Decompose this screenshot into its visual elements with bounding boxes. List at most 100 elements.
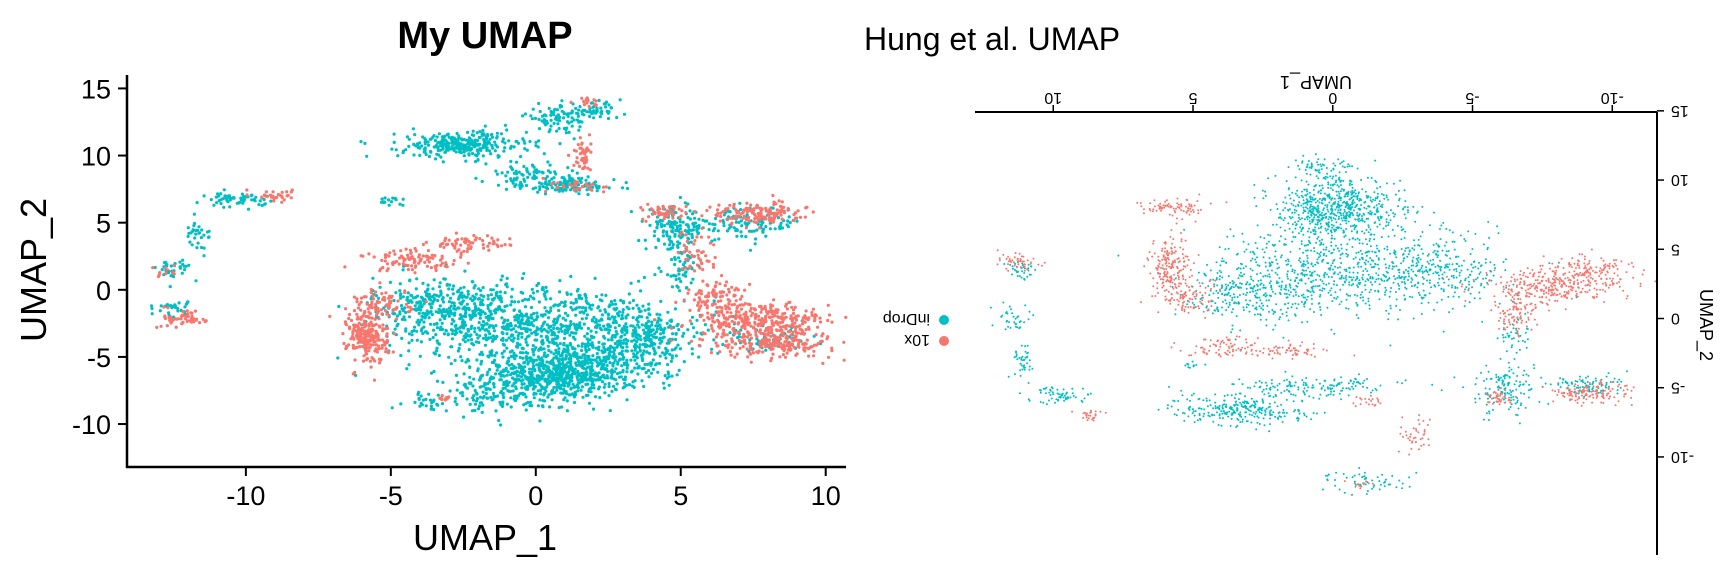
scatter-point: [692, 255, 696, 259]
scatter-point: [556, 303, 560, 308]
scatter-point: [458, 342, 462, 347]
scatter-point: [473, 306, 478, 310]
scatter-point: [459, 292, 463, 296]
scatter-point: [595, 364, 600, 368]
scatter-point: [522, 272, 526, 276]
scatter-point: [717, 203, 721, 207]
scatter-point: [668, 208, 673, 212]
scatter-point: [721, 218, 725, 223]
scatter-point: [558, 342, 562, 346]
scatter-point: [574, 331, 578, 335]
scatter-point: [456, 349, 460, 353]
scatter-point: [624, 181, 628, 185]
scatter-point: [160, 268, 164, 272]
scatter-point: [519, 290, 523, 294]
scatter-point: [511, 389, 515, 393]
scatter-point: [467, 381, 471, 385]
scatter-point: [540, 182, 544, 186]
scatter-point: [509, 396, 513, 400]
scatter-point: [474, 176, 478, 180]
scatter-point: [582, 103, 587, 107]
scatter-point: [168, 319, 172, 323]
scatter-point: [444, 314, 448, 318]
scatter-point: [414, 249, 418, 253]
scatter-point: [389, 301, 393, 305]
scatter-point: [775, 329, 779, 333]
scatter-point: [661, 206, 666, 210]
scatter-point: [431, 256, 435, 260]
scatter-point: [550, 182, 554, 186]
scatter-point: [678, 220, 682, 224]
scatter-point: [484, 328, 489, 332]
scatter-point: [482, 246, 486, 250]
scatter-point: [798, 215, 803, 219]
scatter-point: [482, 133, 486, 137]
scatter-point: [424, 240, 428, 244]
scatter-point: [257, 203, 261, 207]
scatter-point: [547, 348, 551, 353]
scatter-point: [419, 301, 423, 306]
scatter-point: [810, 345, 814, 349]
scatter-point: [570, 109, 574, 113]
scatter-point: [517, 320, 521, 324]
scatter-point: [528, 139, 532, 144]
scatter-point: [580, 176, 584, 180]
scatter-point: [574, 160, 579, 164]
scatter-point: [771, 347, 775, 351]
scatter-point: [690, 315, 695, 319]
scatter-point: [390, 147, 394, 151]
scatter-point: [544, 189, 548, 194]
scatter-point: [655, 327, 660, 331]
scatter-point: [598, 115, 602, 119]
scatter-point: [682, 331, 686, 335]
scatter-point: [613, 358, 617, 362]
scatter-point: [422, 325, 426, 329]
scatter-point: [610, 338, 614, 342]
scatter-point: [538, 357, 542, 361]
scatter-point: [749, 306, 753, 310]
scatter-point: [631, 298, 636, 303]
scatter-point: [440, 261, 444, 265]
scatter-point: [477, 340, 481, 345]
scatter-point: [677, 207, 681, 211]
scatter-point: [715, 311, 719, 315]
scatter-point: [572, 163, 576, 167]
scatter-point: [537, 117, 541, 121]
scatter-point: [677, 267, 681, 271]
scatter-point: [447, 314, 451, 318]
scatter-point: [613, 341, 617, 346]
scatter-point: [573, 390, 578, 394]
scatter-point: [462, 249, 466, 253]
scatter-point: [534, 186, 538, 190]
scatter-point: [476, 157, 480, 162]
scatter-point: [553, 337, 557, 341]
scatter-point: [416, 294, 420, 298]
scatter-point: [760, 215, 765, 219]
scatter-point: [580, 385, 585, 389]
scatter-point: [647, 215, 651, 219]
scatter-point: [551, 388, 555, 392]
scatter-point: [622, 324, 626, 328]
scatter-point: [629, 358, 633, 362]
scatter-point: [499, 278, 503, 282]
scatter-point: [512, 336, 516, 340]
scatter-point: [573, 307, 578, 311]
scatter-point: [641, 328, 646, 332]
scatter-point: [654, 245, 658, 250]
scatter-point: [415, 329, 419, 333]
scatter-point: [357, 321, 361, 325]
scatter-point: [558, 387, 563, 391]
scatter-point: [359, 308, 363, 312]
scatter-point: [399, 254, 404, 258]
scatter-point: [710, 316, 715, 320]
scatter-point: [504, 174, 508, 178]
scatter-point: [176, 317, 180, 321]
scatter-point: [602, 385, 606, 389]
scatter-point: [604, 105, 608, 109]
scatter-point: [399, 296, 403, 300]
scatter-point: [372, 255, 376, 259]
y-axis-label: UMAP_2: [13, 198, 54, 342]
scatter-point: [518, 351, 523, 355]
scatter-point: [554, 376, 558, 380]
scatter-point: [706, 311, 710, 315]
